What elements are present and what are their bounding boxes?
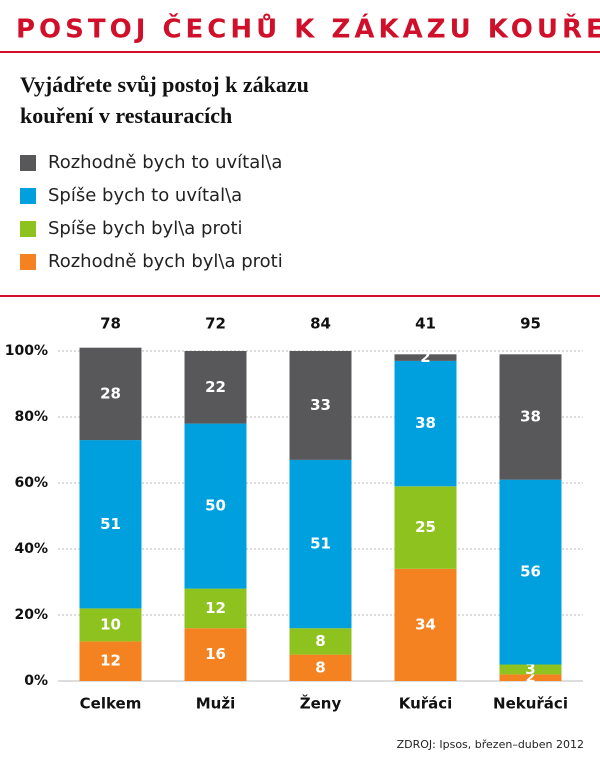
y-tick-label: 80%: [14, 409, 48, 425]
bar-segment: [394, 568, 457, 681]
legend-label: Rozhodně bych byl\a proti: [48, 251, 283, 272]
subtitle: Vyjádřete svůj postoj k zákazu: [20, 72, 309, 97]
total-label: 78: [100, 315, 121, 333]
bar-segment: [499, 479, 562, 665]
value-label: 10: [100, 615, 121, 633]
y-tick-label: 0%: [24, 673, 48, 689]
bar-segment: [394, 360, 457, 487]
total-label: 41: [415, 315, 436, 333]
subtitle: kouření v restauracích: [20, 103, 232, 128]
bar-segment: [289, 654, 352, 681]
bar-segment: [79, 608, 142, 642]
value-label: 8: [315, 632, 325, 650]
value-label: 16: [205, 645, 226, 663]
y-tick-label: 60%: [14, 475, 48, 491]
y-tick-label: 20%: [14, 607, 48, 623]
total-label: 72: [205, 315, 226, 333]
bar-segment: [184, 588, 247, 629]
chart-title: POSTOJ ČECHŮ K ZÁKAZU KOUŘENÍ: [16, 12, 600, 45]
value-label: 2: [525, 668, 535, 686]
value-label: 22: [205, 378, 226, 396]
bar-segment: [499, 674, 562, 681]
value-label: 12: [100, 652, 121, 670]
source: ZDROJ: Ipsos, březen–duben 2012: [397, 738, 584, 751]
bar-segment: [79, 347, 142, 441]
value-label: 50: [205, 497, 226, 515]
x-tick-label: Nekuřáci: [493, 695, 568, 713]
bar-segment: [289, 628, 352, 655]
bar-segment: [184, 628, 247, 681]
bar-segment: [184, 351, 247, 424]
value-label: 28: [100, 384, 121, 402]
value-label: 25: [415, 518, 436, 536]
bar-segment: [184, 423, 247, 589]
bar-segment: [394, 486, 457, 569]
value-label: 3: [525, 660, 535, 678]
bar-segment: [289, 459, 352, 629]
legend-swatch: [20, 221, 36, 237]
y-tick-label: 40%: [14, 541, 48, 557]
bar-segment: [394, 354, 457, 361]
total-label: 95: [520, 315, 541, 333]
value-label: 2: [420, 348, 430, 366]
bar-segment: [289, 351, 352, 460]
legend-swatch: [20, 188, 36, 204]
value-label: 56: [520, 563, 541, 581]
bar-segment: [79, 440, 142, 609]
legend-swatch: [20, 254, 36, 270]
bar-segment: [499, 354, 562, 480]
value-label: 51: [310, 535, 331, 553]
total-label: 84: [310, 315, 331, 333]
x-tick-label: Celkem: [80, 695, 142, 713]
value-label: 33: [310, 396, 331, 414]
value-label: 51: [100, 515, 121, 533]
legend-label: Rozhodně bych to uvítal\a: [48, 152, 282, 173]
value-label: 8: [315, 658, 325, 676]
value-label: 12: [205, 599, 226, 617]
legend-swatch: [20, 155, 36, 171]
x-tick-label: Kuřáci: [399, 695, 453, 713]
x-tick-label: Ženy: [300, 694, 342, 713]
value-label: 38: [415, 414, 436, 432]
legend-label: Spíše bych to uvítal\a: [48, 185, 242, 206]
legend-label: Spíše bych byl\a proti: [48, 218, 243, 239]
bar-segment: [499, 664, 562, 675]
x-tick-label: Muži: [196, 695, 235, 713]
value-label: 38: [520, 408, 541, 426]
bar-segment: [79, 641, 142, 681]
value-label: 34: [415, 615, 436, 633]
y-tick-label: 100%: [5, 343, 48, 359]
